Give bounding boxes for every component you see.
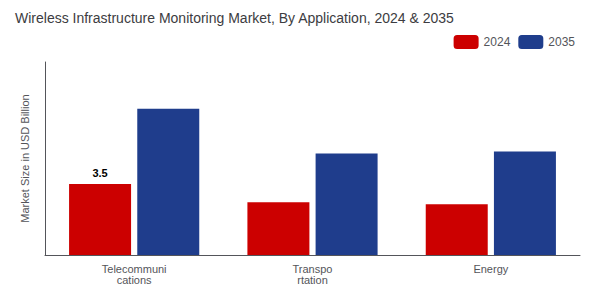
svg-text:rtation: rtation <box>297 274 328 286</box>
svg-text:Transpo: Transpo <box>292 262 333 275</box>
svg-text:Telecommuni: Telecommuni <box>101 262 167 275</box>
svg-text:2035: 2035 <box>548 35 575 49</box>
svg-text:2024: 2024 <box>484 35 511 49</box>
svg-text:Market Size in USD Billion: Market Size in USD Billion <box>19 94 31 222</box>
svg-text:Energy: Energy <box>473 263 508 275</box>
svg-text:Wireless Infrastructure Monito: Wireless Infrastructure Monitoring Marke… <box>15 10 454 26</box>
svg-text:3.5: 3.5 <box>92 167 107 179</box>
svg-text:cations: cations <box>117 274 152 286</box>
